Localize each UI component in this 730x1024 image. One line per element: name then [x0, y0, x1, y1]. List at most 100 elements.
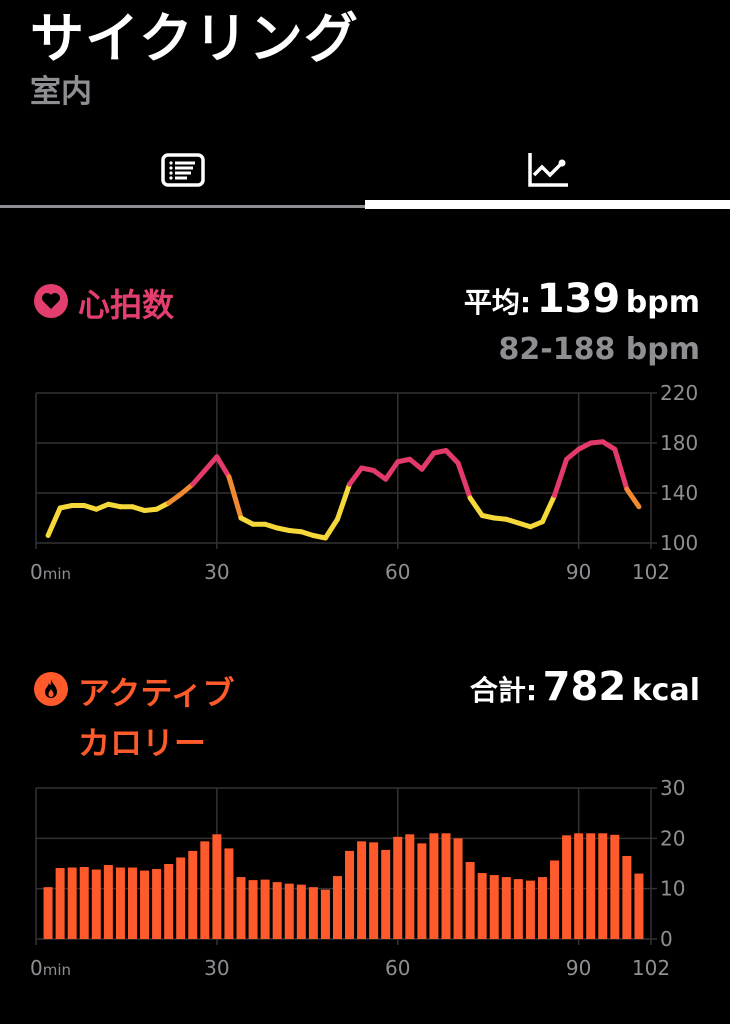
heart-rate-line-segment	[455, 460, 473, 501]
heart-rate-line-segment	[334, 481, 353, 522]
calorie-bar	[115, 867, 125, 939]
calorie-bar	[537, 877, 547, 939]
calorie-bar	[357, 841, 367, 939]
heart-rate-line-segment	[407, 456, 425, 472]
page-subtitle: 室内	[30, 74, 92, 110]
calorie-bar	[91, 869, 101, 939]
y-tick-label: 140	[660, 481, 698, 505]
calorie-bar	[501, 877, 511, 939]
list-icon	[160, 153, 205, 187]
calorie-bar	[127, 867, 137, 939]
heart-rate-line-segment	[214, 454, 232, 480]
heart-rate-line-segment	[564, 446, 582, 462]
y-tick-label: 180	[660, 431, 698, 455]
heart-rate-line-segment	[443, 448, 461, 466]
x-tick-label: 60	[385, 956, 410, 978]
x-tick-label: 90	[566, 956, 591, 978]
heart-rate-line-segment	[467, 495, 485, 518]
heart-rate-line-segment	[202, 454, 220, 473]
chart-icon	[527, 153, 568, 187]
heart-rate-line-segment	[612, 446, 630, 492]
calorie-bar	[369, 842, 379, 939]
calorie-bar	[152, 869, 162, 939]
calorie-bar	[393, 836, 403, 939]
heart-rate-line-segment	[624, 486, 642, 510]
calorie-bar	[345, 850, 355, 939]
calorie-bar	[296, 884, 306, 939]
calorie-bar	[140, 870, 150, 939]
calorie-bar	[550, 860, 560, 939]
tab-charts[interactable]	[365, 140, 730, 200]
calories-label-line1: アクティブ	[78, 674, 235, 712]
x-tick-label: 60	[385, 560, 410, 580]
calorie-bar	[236, 877, 246, 939]
heart-rate-line-segment	[383, 459, 401, 482]
calorie-bar	[43, 887, 53, 939]
calories-total: 合計: 782 kcal	[469, 664, 700, 710]
heart-rate-range: 82-188 bpm	[498, 332, 700, 367]
x-tick-label: 0min	[30, 560, 71, 580]
heart-rate-average: 平均: 139 bpm	[463, 276, 700, 322]
calorie-bar	[55, 868, 65, 939]
calorie-bar	[417, 843, 427, 939]
y-tick-label: 0	[660, 927, 673, 951]
calorie-bar	[212, 834, 222, 939]
calorie-bar	[622, 855, 632, 939]
calories-chart: 30 20 10 0 0min 30 60 90 102	[30, 778, 685, 978]
x-tick-label: 102	[632, 956, 670, 978]
x-tick-label: 102	[632, 560, 670, 580]
heart-rate-line-segment	[190, 468, 208, 487]
calorie-bar	[586, 833, 596, 939]
y-tick-label: 220	[660, 381, 698, 405]
calorie-bar	[441, 833, 451, 939]
page-title: サイクリング	[30, 7, 359, 70]
calorie-bar	[200, 841, 210, 939]
x-tick-label: 30	[204, 560, 229, 580]
calorie-bar	[176, 857, 186, 939]
heart-rate-title: 心拍数	[34, 280, 174, 326]
calorie-bar	[562, 835, 572, 939]
tab-indicator-inactive	[0, 205, 365, 208]
x-tick-label: 30	[204, 956, 229, 978]
heart-rate-line-segment	[419, 450, 437, 472]
calorie-bar	[405, 834, 415, 939]
heart-rate-label: 心拍数	[78, 286, 175, 324]
calorie-bar	[634, 873, 644, 939]
heart-rate-line-segment	[178, 481, 196, 497]
y-tick-label: 30	[660, 778, 685, 800]
calorie-bar	[525, 880, 535, 939]
heart-rate-line-segment	[45, 505, 63, 538]
heart-rate-chart: 220 180 140 100 0min 30 60 90 102	[30, 381, 698, 580]
heart-rate-line-segment	[347, 465, 365, 487]
heart-rate-line-segment	[539, 493, 558, 525]
calorie-bar	[513, 879, 523, 939]
calorie-bar	[320, 889, 330, 939]
tab-indicator-active	[365, 200, 730, 209]
calorie-bar	[164, 864, 174, 939]
calorie-bar	[284, 883, 294, 939]
tab-summary[interactable]	[0, 140, 365, 200]
calorie-bar	[332, 876, 342, 939]
calorie-bar	[429, 833, 439, 939]
calorie-bar	[79, 867, 89, 939]
calorie-bar	[272, 882, 282, 939]
calorie-bar	[598, 833, 608, 939]
y-tick-label: 20	[660, 826, 685, 850]
calorie-bar	[453, 838, 463, 939]
y-tick-label: 10	[660, 877, 685, 901]
calorie-bar	[67, 867, 77, 939]
heart-rate-line-segment	[322, 516, 340, 541]
y-tick-label: 100	[660, 531, 698, 555]
calorie-bar	[574, 833, 584, 939]
calorie-bar	[489, 875, 499, 939]
calorie-bar	[465, 861, 475, 939]
x-tick-label: 0min	[30, 956, 71, 978]
calorie-bar	[610, 834, 620, 939]
flame-icon	[34, 672, 68, 706]
calorie-bar	[308, 887, 318, 939]
calorie-bar	[381, 849, 391, 939]
calorie-bar	[477, 873, 487, 939]
calorie-bar	[224, 848, 234, 939]
heart-rate-line-segment	[552, 456, 570, 498]
x-tick-label: 90	[566, 560, 591, 580]
